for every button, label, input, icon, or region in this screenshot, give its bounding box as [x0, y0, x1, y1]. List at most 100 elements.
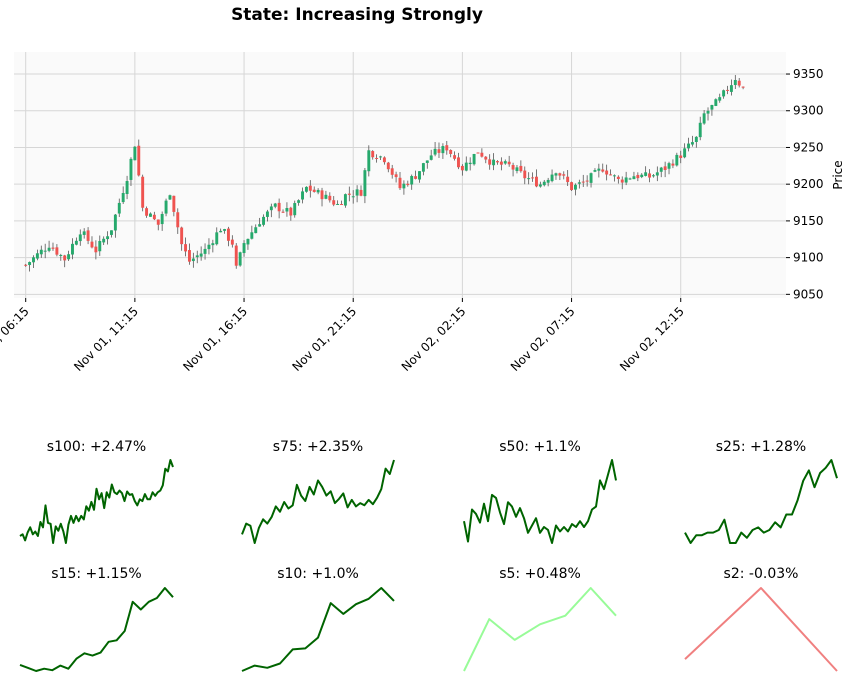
candle-body	[741, 86, 745, 88]
candle-body	[562, 174, 566, 176]
y-tick-label: 9350	[793, 67, 824, 81]
candle-body	[535, 176, 538, 187]
candle-body	[320, 190, 324, 200]
candle-body	[180, 227, 184, 245]
candle-body	[106, 236, 110, 240]
candle-body	[35, 253, 39, 259]
candle-body	[71, 243, 74, 255]
candle-body	[47, 247, 51, 251]
candle-body	[332, 200, 336, 205]
candle-body	[137, 145, 141, 176]
candle-body	[499, 161, 503, 165]
candle-body	[78, 234, 82, 242]
sparkline-series	[463, 587, 617, 672]
candle-body	[195, 255, 199, 258]
candle-body	[110, 230, 113, 235]
candle-body	[577, 182, 581, 184]
candle-body	[523, 170, 527, 179]
sparkline-title: s50: +1.1%	[499, 439, 581, 455]
candle-body	[297, 200, 301, 203]
candle-body	[507, 161, 511, 165]
y-tick-label: 9200	[793, 177, 824, 191]
candle-body	[308, 185, 312, 191]
candle-body	[710, 105, 714, 110]
candle-body	[367, 150, 371, 172]
candle-body	[503, 161, 507, 164]
candle-body	[359, 189, 363, 196]
candle-body	[371, 151, 375, 158]
candle-body	[651, 175, 655, 177]
candle-body	[675, 154, 679, 166]
candle-body	[690, 142, 694, 145]
candle-body	[28, 262, 32, 266]
sparkline-title: s2: -0.03%	[724, 566, 799, 582]
candle-body	[285, 208, 289, 212]
candle-body	[51, 247, 55, 249]
candle-body	[94, 246, 98, 253]
y-tick-label: 9150	[793, 214, 824, 228]
candle-body	[390, 168, 394, 175]
candle-body	[655, 172, 659, 176]
candle-body	[375, 157, 379, 159]
candle-body	[480, 152, 484, 157]
candle-body	[355, 189, 359, 196]
candle-body	[336, 203, 340, 205]
candle-body	[527, 178, 531, 180]
candle-body	[624, 177, 628, 183]
candle-body	[242, 243, 246, 254]
candle-body	[328, 195, 332, 201]
candle-body	[558, 173, 562, 176]
candle-body	[421, 163, 425, 172]
candle-body	[121, 192, 125, 203]
candle-body	[343, 194, 347, 206]
candle-body	[573, 184, 577, 190]
candle-body	[484, 156, 488, 160]
candle-body	[667, 163, 671, 169]
candle-body	[262, 216, 265, 225]
candle-body	[265, 211, 269, 217]
candle-body	[304, 186, 308, 192]
candle-body	[191, 258, 195, 262]
candle-body	[82, 231, 86, 235]
candle-body	[601, 169, 605, 172]
sparkline-title: s15: +1.15%	[51, 566, 141, 582]
candle-body	[519, 165, 523, 172]
candle-body	[437, 149, 441, 153]
candle-body	[729, 85, 733, 92]
candle-body	[254, 227, 258, 234]
candle-body	[74, 240, 78, 245]
candle-body	[616, 176, 620, 180]
candle-body	[117, 202, 121, 214]
candlestick-chart: 9050910091509200925093009350PriceNov 01,…	[0, 52, 845, 374]
candle-body	[293, 203, 297, 216]
y-tick-label: 9250	[793, 140, 824, 154]
candle-body	[496, 161, 499, 163]
candle-body	[269, 206, 273, 211]
candle-body	[597, 168, 601, 171]
candle-body	[39, 249, 43, 255]
candle-body	[156, 219, 160, 225]
candle-body	[43, 250, 47, 252]
candle-body	[453, 155, 457, 159]
candle-body	[98, 240, 102, 252]
candle-body	[363, 170, 367, 197]
candle-body	[59, 254, 63, 256]
candle-body	[464, 162, 468, 171]
candle-body	[515, 167, 519, 172]
candle-body	[671, 163, 675, 166]
candle-body	[609, 174, 613, 176]
candle-body	[706, 110, 710, 114]
candle-body	[289, 207, 293, 216]
candle-body	[531, 177, 535, 179]
candle-body	[199, 253, 203, 257]
candle-body	[726, 89, 729, 91]
candle-body	[258, 224, 262, 227]
candle-body	[679, 155, 683, 158]
candle-body	[441, 146, 445, 154]
sparkline-title: s75: +2.35%	[273, 439, 363, 455]
candle-body	[347, 193, 351, 195]
candle-body	[566, 176, 570, 183]
candle-body	[702, 113, 706, 124]
candle-body	[718, 97, 722, 101]
